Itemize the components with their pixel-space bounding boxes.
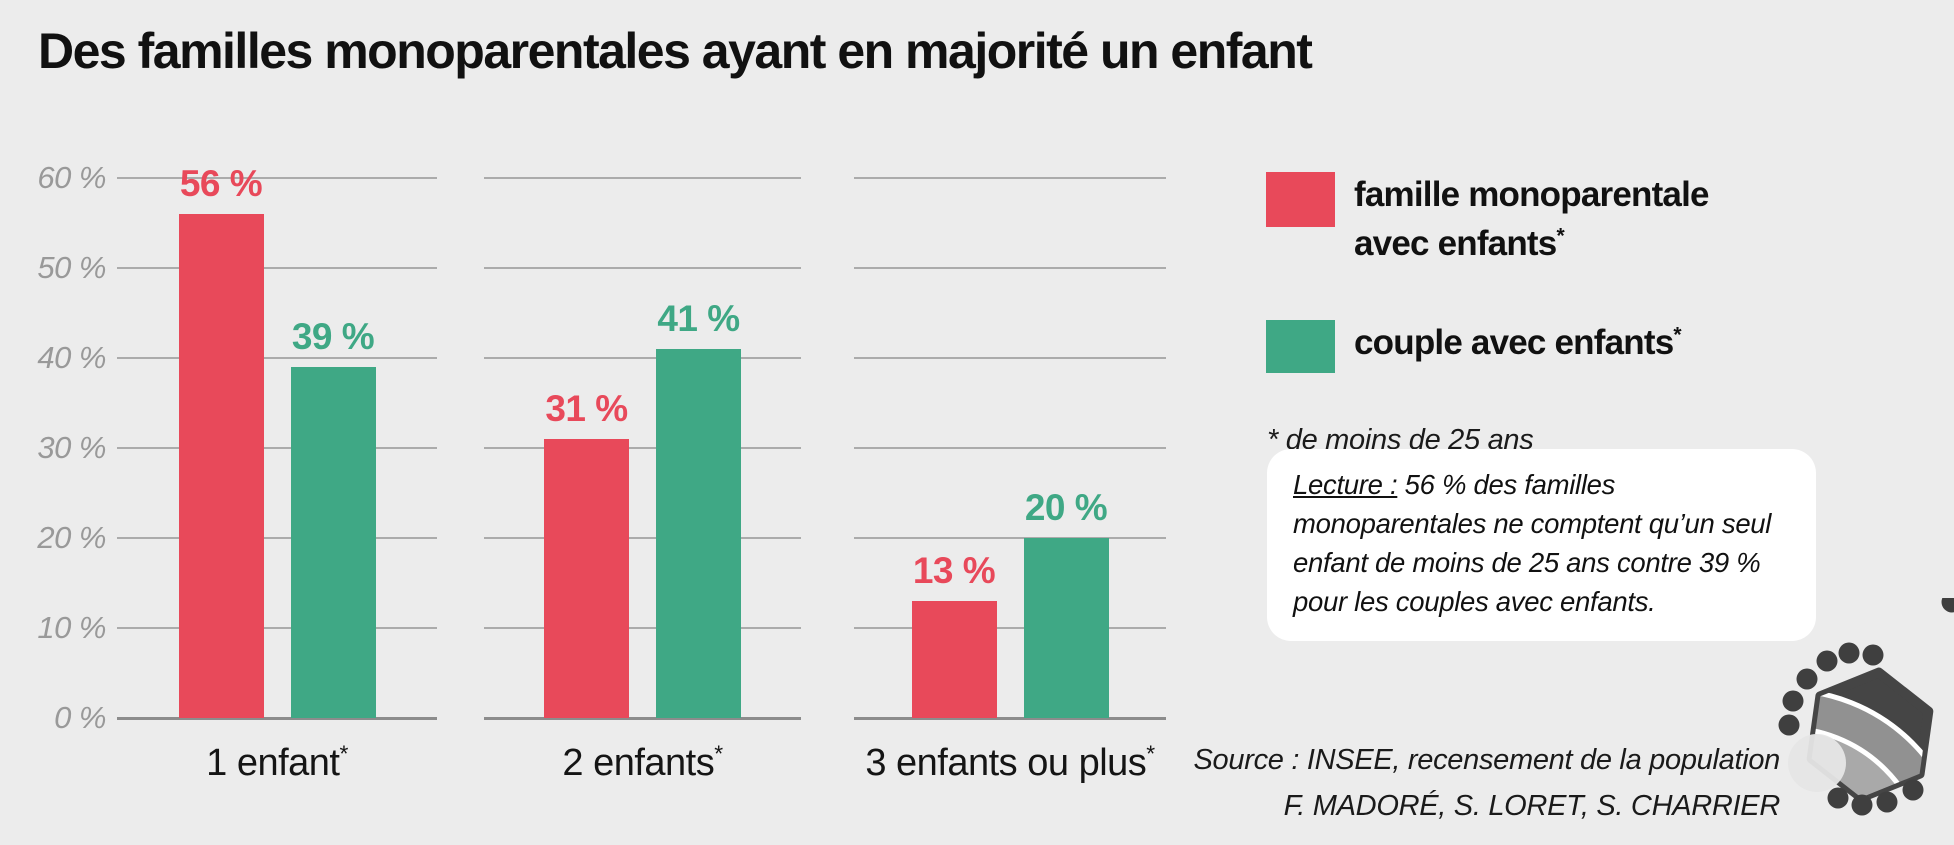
gridline bbox=[854, 537, 1166, 539]
legend-label: couple avec enfants* bbox=[1354, 318, 1682, 367]
gridline bbox=[117, 357, 437, 359]
y-axis-label: 30 % bbox=[37, 430, 106, 465]
gridline bbox=[854, 627, 1166, 629]
gridline bbox=[484, 627, 801, 629]
gridline bbox=[117, 627, 437, 629]
bar-couple-1 bbox=[290, 367, 376, 718]
bar-value-label: 31 % bbox=[545, 388, 628, 429]
category-label: 2 enfants* bbox=[562, 740, 723, 784]
legend-item-famille-monoparentale: famille monoparentale avec enfants* bbox=[1266, 172, 1709, 268]
hexagon-globe-dots-logo bbox=[1778, 598, 1954, 816]
category-label: 1 enfant* bbox=[206, 740, 348, 784]
gridline bbox=[854, 267, 1166, 269]
legend-item-couple: couple avec enfants* bbox=[1266, 318, 1682, 373]
gridline bbox=[117, 177, 437, 179]
source-block: Source : INSEE, recensement de la popula… bbox=[1193, 744, 1781, 823]
bar-monoparentale-1 bbox=[178, 214, 264, 718]
gridline bbox=[117, 537, 437, 539]
legend-label-line1: couple avec enfants bbox=[1354, 323, 1674, 362]
reading-note-label: Lecture : bbox=[1293, 469, 1398, 500]
legend-swatch-red bbox=[1266, 172, 1335, 227]
bar-monoparentale-2 bbox=[544, 439, 629, 718]
reading-note-box: Lecture : 56 % des familles monoparental… bbox=[1267, 449, 1816, 641]
legend-label-line2: avec enfants bbox=[1354, 224, 1557, 263]
bar-couple-2 bbox=[656, 349, 741, 718]
x-axis-baseline bbox=[117, 717, 437, 720]
asterisk-marker: * bbox=[1673, 323, 1681, 347]
asterisk-marker: * bbox=[1146, 740, 1155, 767]
bar-value-label: 20 % bbox=[1024, 487, 1108, 528]
bar-chart: 0 % 10 % 20 % 30 % 40 % 50 % 60 % 56 % 39 % 1 enf… bbox=[37, 160, 1166, 784]
bar-value-label: 56 % bbox=[179, 163, 263, 204]
y-axis-label: 40 % bbox=[37, 340, 106, 375]
x-axis-baseline bbox=[484, 717, 801, 720]
logo-light-circle bbox=[1788, 734, 1846, 792]
bar-monoparentale-3 bbox=[911, 601, 997, 718]
gridline bbox=[117, 267, 437, 269]
legend-label-line1: famille monoparentale bbox=[1354, 175, 1709, 214]
page-title: Des familles monoparentales ayant en maj… bbox=[38, 23, 1313, 79]
gridline bbox=[484, 537, 801, 539]
y-axis-label: 0 % bbox=[54, 700, 106, 735]
asterisk-marker: * bbox=[714, 740, 723, 767]
y-axis-label: 60 % bbox=[37, 160, 106, 195]
reading-note-text: Lecture : 56 % des familles monoparental… bbox=[1293, 465, 1790, 621]
gridline bbox=[854, 447, 1166, 449]
gridline bbox=[117, 447, 437, 449]
bar-value-label: 13 % bbox=[912, 550, 996, 591]
y-axis-label: 10 % bbox=[37, 610, 106, 645]
legend-label: famille monoparentale avec enfants* bbox=[1354, 170, 1709, 268]
x-axis-baseline bbox=[854, 717, 1166, 720]
bar-value-label: 39 % bbox=[291, 316, 375, 357]
gridline bbox=[484, 267, 801, 269]
legend-swatch-green bbox=[1266, 320, 1335, 373]
logo-dot-ring bbox=[1778, 598, 1954, 816]
gridline bbox=[484, 177, 801, 179]
bar-couple-3 bbox=[1023, 538, 1109, 718]
y-axis-label: 50 % bbox=[37, 250, 106, 285]
gridline bbox=[854, 357, 1166, 359]
bar-value-label: 41 % bbox=[657, 298, 740, 339]
source-text: Source : INSEE, recensement de la popula… bbox=[1193, 744, 1781, 776]
gridline bbox=[484, 447, 801, 449]
y-axis-label: 20 % bbox=[37, 520, 106, 555]
category-label: 3 enfants ou plus* bbox=[865, 740, 1155, 784]
authors-text: F. MADORÉ, S. LORET, S. CHARRIER bbox=[1283, 790, 1781, 822]
reading-note-body: 56 % des familles monoparentales ne comp… bbox=[1293, 469, 1772, 617]
gridline bbox=[854, 177, 1166, 179]
gridline bbox=[484, 357, 801, 359]
asterisk-marker: * bbox=[339, 740, 348, 767]
asterisk-marker: * bbox=[1556, 224, 1564, 248]
